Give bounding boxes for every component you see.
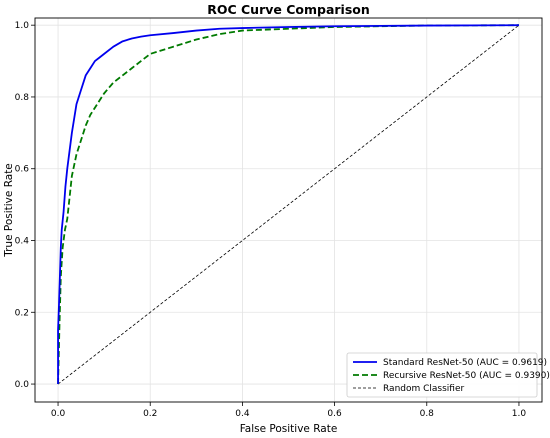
x-tick-label: 0.4: [235, 409, 250, 419]
x-tick-label: 0.2: [143, 409, 157, 419]
y-tick-label: 1.0: [15, 21, 30, 31]
x-tick-label: 0.0: [51, 409, 66, 419]
legend: Standard ResNet-50 (AUC = 0.9619) Recursi…: [346, 352, 550, 398]
y-tick-label: 0.4: [15, 237, 30, 247]
tick-labels: 0.0 0.2 0.4 0.6 0.8 1.0 0.0 0.2 0.4 0.6 0.8 1.0: [15, 21, 527, 419]
recursive-resnet-line: [57, 24, 519, 385]
legend-recursive-resnet-label: Recursive ResNet-50 (AUC = 0.9390): [383, 371, 550, 381]
y-axis-label: True Positive Rate: [3, 163, 15, 258]
plot-frame: [34, 17, 543, 403]
x-tick-label: 1.0: [512, 409, 527, 419]
x-tick-label: 0.8: [420, 409, 435, 419]
grid-lines: [35, 18, 542, 402]
standard-resnet-line: [57, 24, 519, 385]
y-tick-label: 0.8: [15, 93, 30, 103]
x-tick-label: 0.6: [327, 409, 342, 419]
series-lines: [57, 24, 520, 385]
legend-standard-resnet-label: Standard ResNet-50 (AUC = 0.9619): [383, 358, 547, 368]
y-tick-label: 0.6: [15, 165, 30, 175]
random-classifier-line: [57, 24, 520, 385]
y-tick-label: 0.0: [15, 380, 30, 390]
x-axis-label: False Positive Rate: [240, 423, 338, 435]
legend-box: [346, 352, 538, 398]
legend-random-classifier-label: Random Classifier: [383, 384, 465, 394]
y-tick-label: 0.2: [15, 308, 29, 318]
axes: [31, 17, 543, 406]
chart-title: ROC Curve Comparison: [207, 2, 370, 17]
